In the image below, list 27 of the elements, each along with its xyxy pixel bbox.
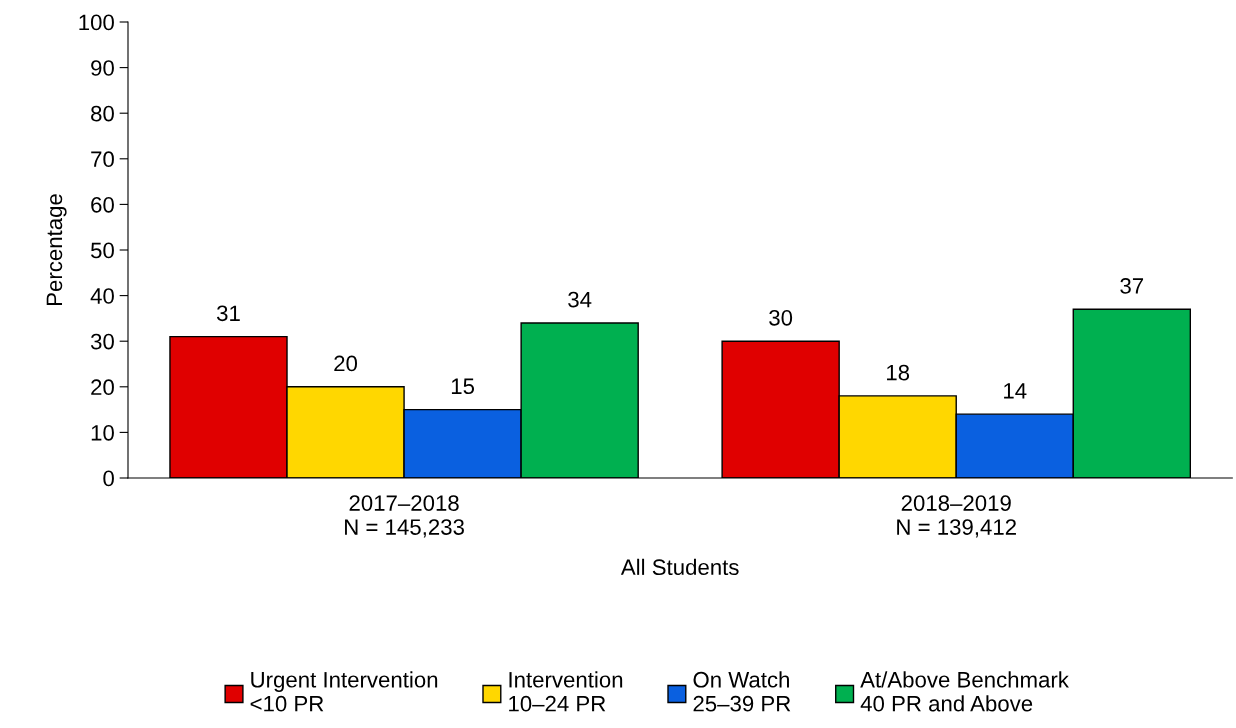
y-tick-label: 20 [91, 379, 114, 396]
y-tick-label: 100 [79, 14, 114, 31]
data-label: 37 [1120, 278, 1144, 294]
y-tick-label: 60 [91, 196, 114, 213]
x-tick-label: 2018–2019 N = 139,412 [897, 495, 1016, 538]
data-label: 34 [568, 291, 592, 308]
data-label: 30 [769, 309, 793, 326]
data-label: 20 [334, 355, 358, 372]
y-tick-label: 0 [103, 470, 114, 487]
legend-label: At/Above Benchmark 40 PR and Above [860, 671, 1069, 712]
legend-label: Urgent Intervention <10 PR [250, 671, 438, 712]
y-axis-title: Percentage [46, 194, 67, 305]
x-tick-label: 2017–2018 N = 145,233 [345, 495, 464, 538]
y-tick-label: 10 [91, 424, 114, 441]
y-tick-label: 40 [90, 288, 114, 304]
legend-label: Intervention 10–24 PR [509, 671, 623, 712]
x-axis-title: All Students [620, 558, 739, 576]
data-label: 31 [216, 305, 240, 322]
data-label: 14 [1004, 383, 1027, 399]
y-tick-label: 90 [91, 60, 114, 76]
y-tick-label: 50 [90, 242, 114, 259]
legend-label: On Watch 25–39 PR [693, 671, 791, 712]
data-label: 18 [887, 364, 910, 381]
y-tick-label: 70 [91, 151, 114, 168]
y-tick-label: 30 [90, 333, 114, 350]
y-tick-label: 80 [91, 105, 114, 122]
data-label: 15 [451, 378, 475, 395]
